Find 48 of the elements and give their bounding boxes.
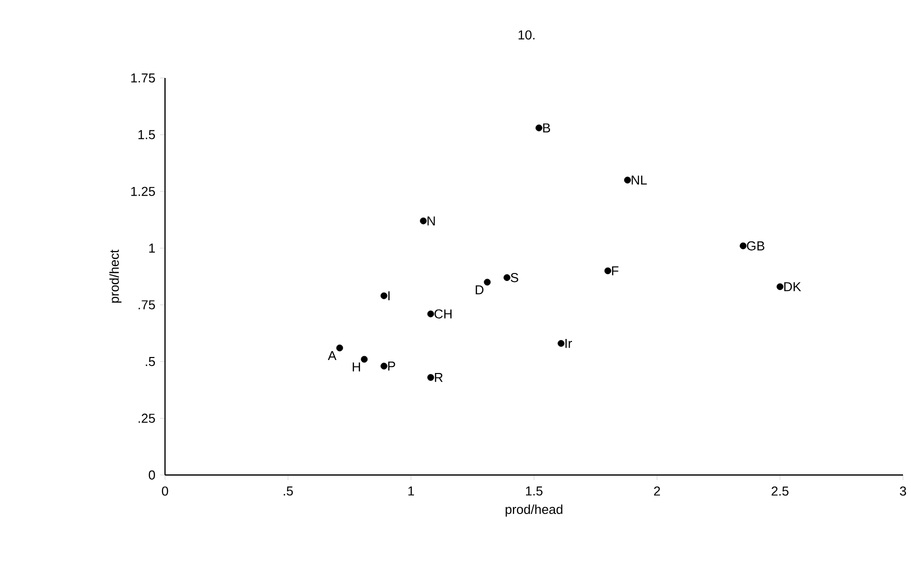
point <box>624 176 631 184</box>
annotation: B <box>543 123 550 132</box>
y-tick-label: .25 <box>138 414 155 423</box>
annotation: A <box>328 351 336 360</box>
y-tick-label: 1.75 <box>131 73 155 82</box>
y-tick-label: .75 <box>138 300 155 310</box>
point <box>380 362 388 370</box>
y-tick-label: .5 <box>146 357 155 366</box>
point <box>504 274 510 282</box>
x-tick-label: 2 <box>654 486 660 496</box>
x-tick-label: 1.5 <box>526 486 542 496</box>
point <box>604 267 612 274</box>
x-tick-label: 0 <box>162 486 168 496</box>
annotation: CH <box>434 309 452 318</box>
annotation: DK <box>784 282 802 292</box>
point <box>558 340 564 347</box>
point <box>420 218 427 224</box>
annotation: N <box>428 216 435 226</box>
annotation: I <box>388 291 390 300</box>
annotation: Ir <box>565 338 572 348</box>
y-axis-title: prod/hect <box>109 250 122 303</box>
x-tick-label: .5 <box>284 486 293 496</box>
annotation: R <box>434 372 443 382</box>
chart-title: 10. <box>518 30 534 40</box>
annotation: GB <box>746 241 764 250</box>
point <box>380 292 388 300</box>
annotation: D <box>476 285 484 294</box>
x-axis-title: prod/head <box>506 504 562 517</box>
annotation: S <box>510 273 518 282</box>
x-tick-label: 1 <box>408 486 414 496</box>
point <box>740 242 746 250</box>
point <box>336 344 344 352</box>
annotation: H <box>352 362 360 372</box>
y-tick-label: 1.5 <box>138 130 155 140</box>
point <box>360 356 368 363</box>
x-tick-label: 2.5 <box>772 486 788 496</box>
y-tick-label: 1.25 <box>131 186 155 196</box>
y-tick-label: 1 <box>149 244 155 253</box>
x-tick-label: 3 <box>900 486 906 496</box>
point <box>427 374 434 381</box>
annotation: NL <box>632 176 647 185</box>
point <box>484 278 491 286</box>
annotation: P <box>388 362 396 371</box>
point <box>536 124 542 132</box>
annotation: F <box>612 266 618 276</box>
y-tick-label: 0 <box>148 470 155 480</box>
point <box>427 310 434 318</box>
point <box>776 283 784 290</box>
